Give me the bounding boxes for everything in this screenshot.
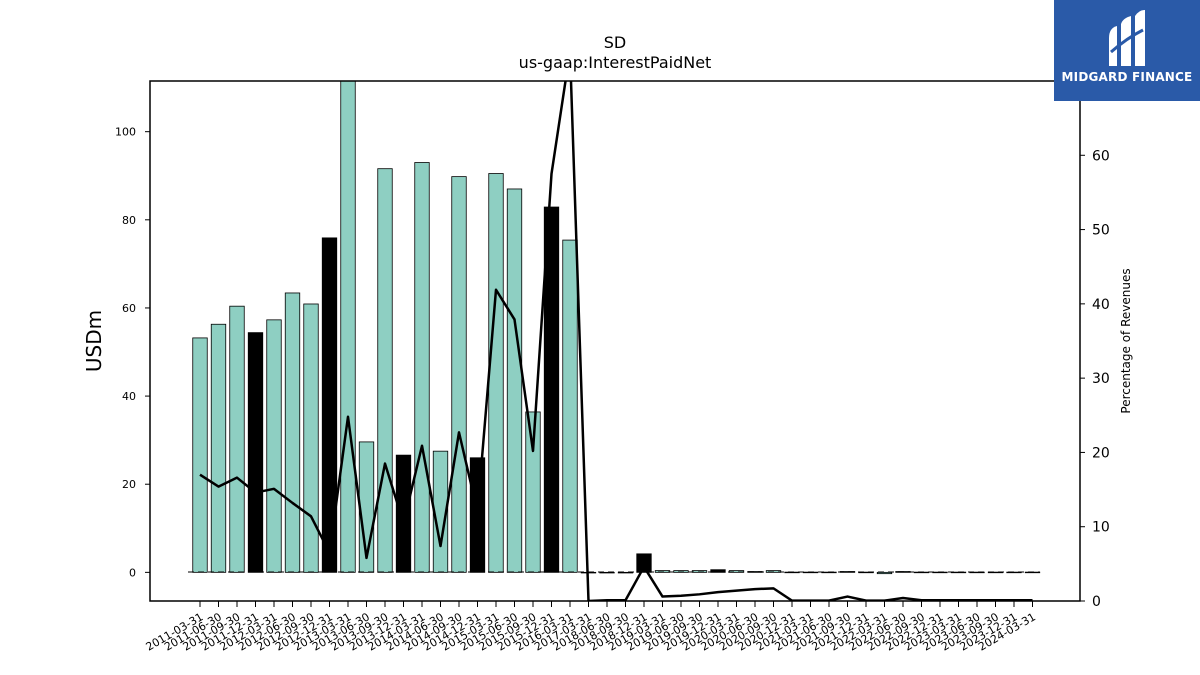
bar-2015-06-30 xyxy=(506,188,523,573)
bar-2013-09-30 xyxy=(377,168,393,573)
y2-tick-label: 10 xyxy=(1092,520,1110,536)
bar-2014-03-31 xyxy=(414,162,430,573)
plot-frame xyxy=(149,80,1081,602)
bar-2011-09-30 xyxy=(229,305,245,573)
y-tick-label: 0 xyxy=(129,566,136,579)
bar-2013-03-31 xyxy=(340,81,356,573)
bar-2020-03-31 xyxy=(728,570,745,573)
y2-tick-label: 20 xyxy=(1092,445,1110,461)
bar-2018-12-31 xyxy=(636,553,652,573)
bar-2012-03-31 xyxy=(266,319,282,573)
y-tick-label: 20 xyxy=(122,478,136,491)
bar-2012-06-30 xyxy=(284,292,301,573)
x-axis: 2011-03-312011-06-302011-09-302011-12-31… xyxy=(144,601,1038,654)
brand-logo: MIDGARD FINANCE xyxy=(1054,0,1200,101)
bar-2011-12-31 xyxy=(247,332,264,573)
y2-axis: 0 10 20 30 40 50 60 xyxy=(1080,148,1110,610)
bar-2018-06-30 xyxy=(599,571,615,574)
bar-2012-09-30 xyxy=(303,303,319,573)
y2-tick-label: 50 xyxy=(1092,223,1110,239)
bar-2015-03-31 xyxy=(488,173,504,573)
y-axis-label: USDm xyxy=(82,310,106,372)
y2-axis-label: Percentage of Revenues xyxy=(1119,268,1133,413)
bar-2014-12-31 xyxy=(469,457,486,573)
y-axis: 0 20 40 60 80 100 xyxy=(115,126,150,579)
bars-layer xyxy=(192,81,1041,575)
midgard-logo-icon xyxy=(1109,10,1145,66)
y-tick-label: 80 xyxy=(122,214,136,227)
y2-tick-label: 60 xyxy=(1092,148,1110,164)
bar-2016-03-31 xyxy=(562,239,578,573)
y-tick-label: 100 xyxy=(115,126,136,139)
bar-2022-03-31 xyxy=(876,571,893,575)
bar-2011-03-31 xyxy=(192,337,208,573)
bar-2018-09-30 xyxy=(617,571,634,574)
y-tick-label: 40 xyxy=(122,390,136,403)
y2-tick-label: 0 xyxy=(1092,594,1101,610)
y2-tick-label: 30 xyxy=(1092,371,1110,387)
chart-title: SD xyxy=(604,33,626,52)
y-tick-label: 60 xyxy=(122,302,136,315)
bar-2011-06-30 xyxy=(210,323,227,573)
bar-2014-09-30 xyxy=(451,176,467,573)
bar-2013-12-31 xyxy=(395,454,412,573)
chart-subtitle: us-gaap:InterestPaidNet xyxy=(519,53,712,72)
brand-name: MIDGARD FINANCE xyxy=(1061,70,1193,84)
y2-tick-label: 40 xyxy=(1092,297,1110,313)
